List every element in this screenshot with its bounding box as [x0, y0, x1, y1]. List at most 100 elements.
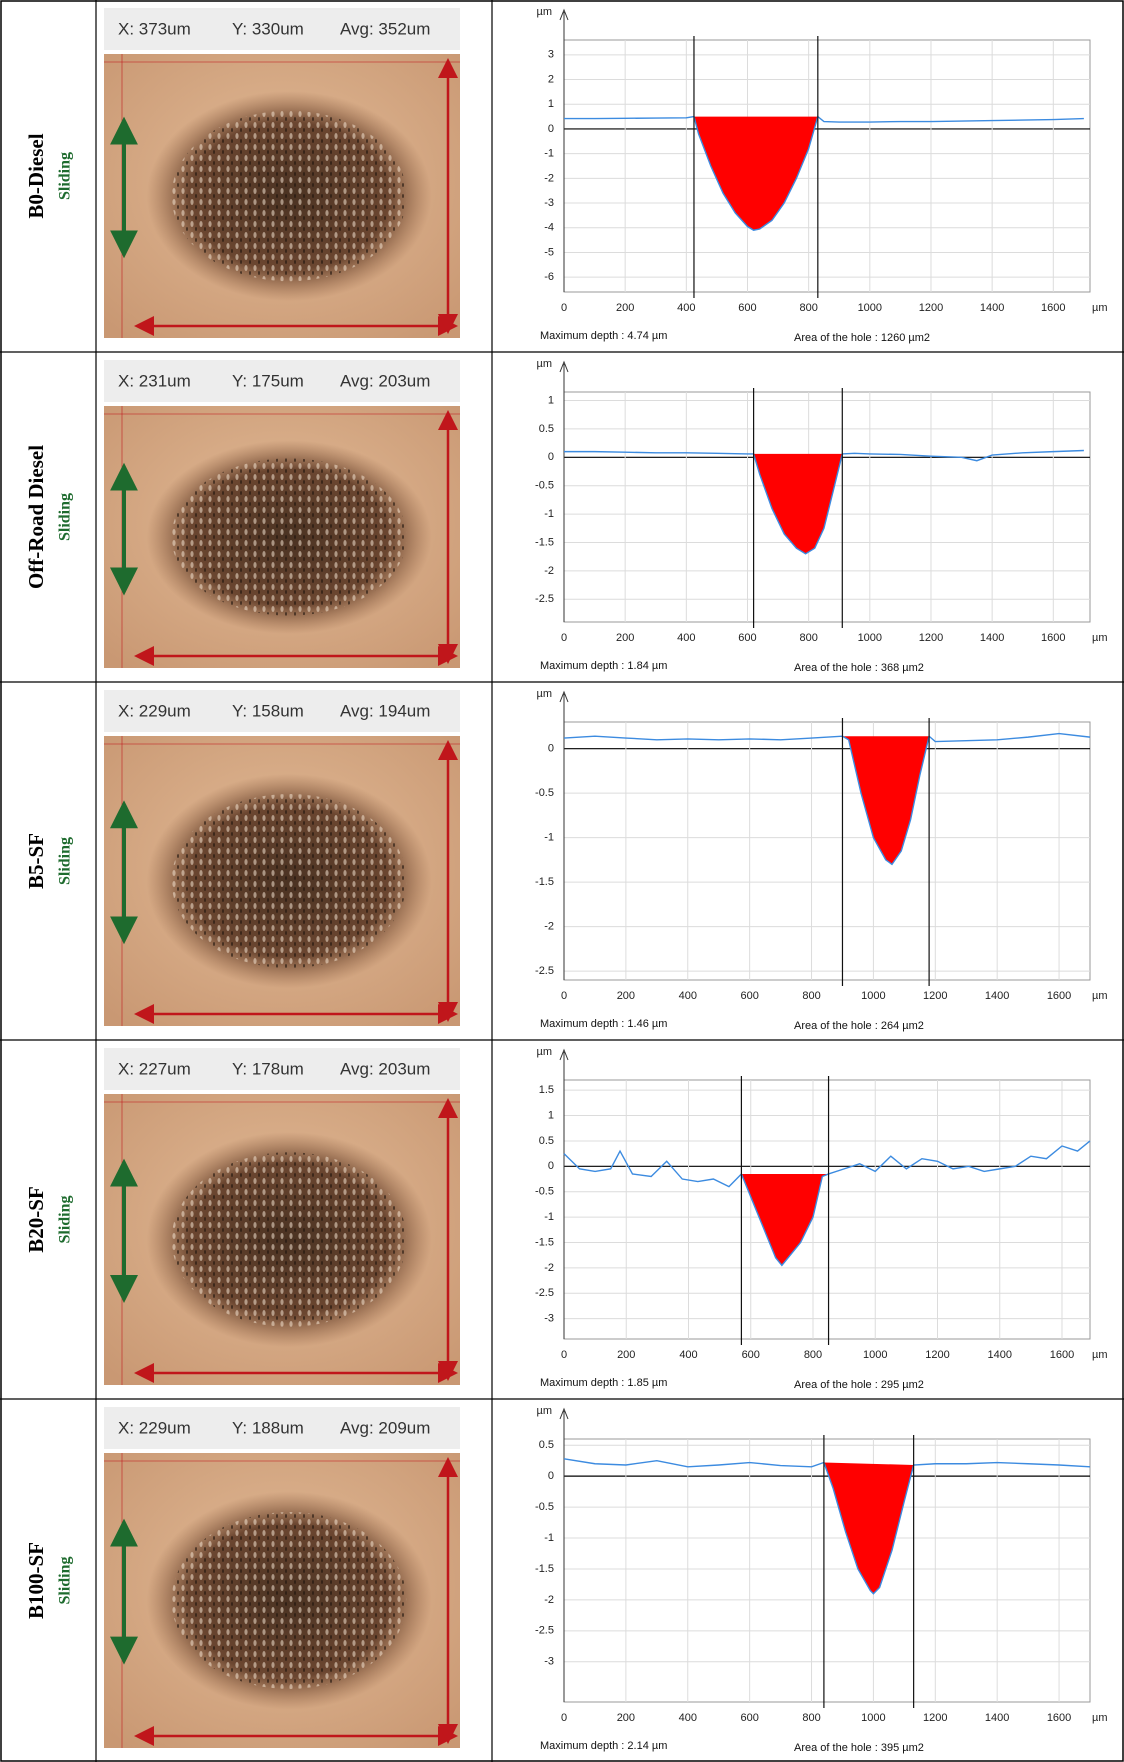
measure-bar — [104, 690, 460, 732]
x-tick-label: 600 — [742, 1349, 760, 1361]
x-tick-label: 400 — [677, 632, 695, 644]
y-tick-label: -1.5 — [535, 1236, 554, 1248]
row-mode: Sliding — [57, 837, 74, 885]
y-tick-label: -1 — [544, 832, 554, 844]
x-tick-label: 1000 — [861, 1712, 885, 1724]
y-tick-label: -4 — [544, 222, 554, 234]
y-tick-label: 0 — [548, 743, 554, 755]
measure-text: Y: 188um — [232, 1418, 304, 1437]
y-tick-label: 2 — [548, 73, 554, 85]
measure-bar — [104, 8, 460, 50]
y-unit: µm — [536, 1046, 552, 1058]
x-tick-label: 1400 — [987, 1349, 1011, 1361]
y-tick-label: 1 — [548, 1109, 554, 1121]
y-tick-label: -1 — [544, 508, 554, 520]
y-tick-label: 0.5 — [539, 1135, 554, 1147]
x-tick-label: 1600 — [1047, 990, 1071, 1002]
y-unit: µm — [536, 1405, 552, 1417]
plot-frame — [563, 1438, 1091, 1703]
measure-text: Avg: 352um — [340, 19, 430, 38]
x-tick-label: 600 — [740, 1712, 758, 1724]
measure-text: X: 229um — [118, 701, 191, 720]
wear-texture — [171, 458, 407, 616]
profile-line — [563, 1458, 1091, 1595]
x-tick-label: 400 — [679, 1349, 697, 1361]
y-tick-label: -0.5 — [535, 1186, 554, 1198]
y-tick-label: -1 — [544, 1211, 554, 1223]
y-tick-label: -2 — [544, 921, 554, 933]
x-unit: µm — [1092, 302, 1108, 314]
y-tick-label: 1 — [548, 98, 554, 110]
x-tick-label: 1600 — [1041, 302, 1065, 314]
y-unit: µm — [536, 6, 552, 18]
y-tick-label: 0 — [548, 451, 554, 463]
x-tick-label: 1000 — [861, 990, 885, 1002]
x-tick-label: 800 — [804, 1349, 822, 1361]
x-tick-label: 1400 — [980, 632, 1004, 644]
y-tick-label: -1.5 — [535, 1563, 554, 1575]
y-tick-label: -3 — [544, 1656, 554, 1668]
x-unit: µm — [1092, 1349, 1108, 1361]
x-tick-label: 1000 — [863, 1349, 887, 1361]
x-tick-label: 800 — [802, 990, 820, 1002]
y-tick-label: 0 — [548, 123, 554, 135]
measure-text: Y: 330um — [232, 19, 304, 38]
x-tick-label: 800 — [799, 632, 817, 644]
plot-frame — [563, 39, 1091, 293]
x-tick-label: 200 — [616, 632, 634, 644]
plot-frame — [563, 1079, 1091, 1340]
row-label: B0-Diesel — [24, 133, 48, 218]
y-tick-label: -2 — [544, 1262, 554, 1274]
x-tick-label: 1000 — [858, 302, 882, 314]
row-label: Off-Road Diesel — [24, 445, 48, 589]
hole-area-note: Area of the hole : 1260 µm2 — [794, 332, 930, 344]
x-unit: µm — [1092, 632, 1108, 644]
y-tick-label: -2.5 — [535, 965, 554, 977]
row-mode: Sliding — [57, 1556, 74, 1604]
hole-fill — [693, 116, 818, 231]
y-tick-label: -2.5 — [535, 1287, 554, 1299]
x-tick-label: 1600 — [1047, 1712, 1071, 1724]
x-tick-label: 1200 — [923, 1712, 947, 1724]
y-tick-label: -3 — [544, 197, 554, 209]
x-tick-label: 1400 — [985, 1712, 1009, 1724]
max-depth-note: Maximum depth : 1.84 µm — [540, 660, 667, 672]
y-tick-label: -1 — [544, 1532, 554, 1544]
y-tick-label: 1 — [548, 394, 554, 406]
measure-text: Y: 178um — [232, 1059, 304, 1078]
y-axis-arrow — [559, 360, 569, 373]
y-unit: µm — [536, 688, 552, 700]
x-tick-label: 0 — [561, 1712, 567, 1724]
row-label: B20-SF — [24, 1186, 48, 1253]
measure-text: X: 229um — [118, 1418, 191, 1437]
wear-texture — [171, 794, 407, 968]
y-tick-label: -2 — [544, 1594, 554, 1606]
x-tick-label: 600 — [738, 302, 756, 314]
hole-fill — [741, 1173, 829, 1266]
x-tick-label: 200 — [617, 990, 635, 1002]
wear-texture — [171, 1512, 407, 1689]
measure-text: Avg: 203um — [340, 371, 430, 390]
x-tick-label: 1400 — [985, 990, 1009, 1002]
x-tick-label: 1600 — [1041, 632, 1065, 644]
y-axis-arrow — [559, 1048, 569, 1061]
measure-text: Avg: 194um — [340, 701, 430, 720]
max-depth-note: Maximum depth : 1.85 µm — [540, 1377, 667, 1389]
wear-texture — [171, 1152, 407, 1327]
hole-area-note: Area of the hole : 368 µm2 — [794, 662, 924, 674]
y-tick-label: -1 — [544, 148, 554, 160]
measure-text: Avg: 203um — [340, 1059, 430, 1078]
y-tick-label: 0.5 — [539, 423, 554, 435]
row-label: B5-SF — [24, 833, 48, 889]
x-tick-label: 600 — [740, 990, 758, 1002]
y-tick-label: 0 — [548, 1470, 554, 1482]
y-tick-label: 0.5 — [539, 1439, 554, 1451]
x-tick-label: 800 — [799, 302, 817, 314]
max-depth-note: Maximum depth : 2.14 µm — [540, 1740, 667, 1752]
wear-texture — [171, 110, 407, 282]
y-tick-label: -2.5 — [535, 1625, 554, 1637]
hole-area-note: Area of the hole : 295 µm2 — [794, 1379, 924, 1391]
x-tick-label: 1200 — [923, 990, 947, 1002]
